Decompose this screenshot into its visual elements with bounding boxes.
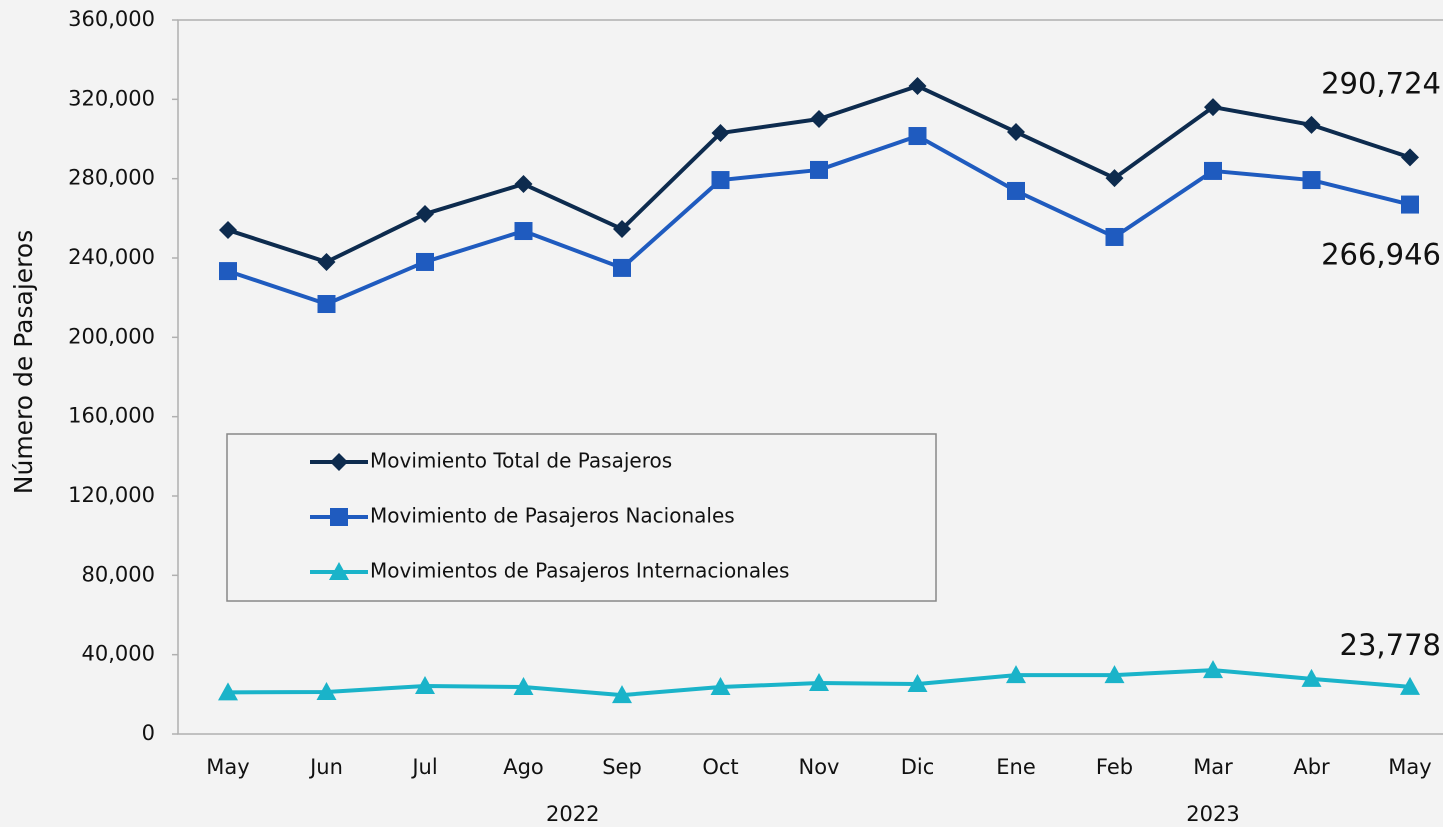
x-tick-label: Abr <box>1293 755 1330 779</box>
x-tick-label: Ene <box>996 755 1036 779</box>
x-tick-label: Feb <box>1096 755 1133 779</box>
marker-diamond <box>514 175 533 194</box>
marker-square <box>810 160 828 179</box>
y-tick-label: 40,000 <box>82 642 155 666</box>
legend-label: Movimientos de Pasajeros Internacionales <box>370 559 789 583</box>
marker-triangle <box>809 673 829 692</box>
marker-diamond <box>219 221 237 240</box>
marker-triangle <box>710 676 731 695</box>
marker-triangle <box>218 682 238 701</box>
marker-triangle <box>907 674 928 693</box>
marker-triangle <box>513 676 534 695</box>
marker-diamond <box>613 220 631 239</box>
y-tick-label: 0 <box>142 721 155 745</box>
marker-square <box>514 222 533 241</box>
marker-square <box>613 258 631 277</box>
y-tick-label: 160,000 <box>68 404 155 428</box>
marker-square <box>1105 227 1124 246</box>
y-tick-label: 200,000 <box>68 324 155 348</box>
marker-triangle <box>1203 660 1223 679</box>
marker-triangle <box>1104 665 1125 684</box>
x-tick-label: Mar <box>1193 755 1233 779</box>
plot-frame <box>177 19 1443 735</box>
marker-diamond <box>1302 115 1321 134</box>
y-tick-label: 240,000 <box>68 245 155 269</box>
marker-square <box>317 295 336 314</box>
x-tick-label: May <box>1388 755 1431 779</box>
marker-diamond <box>711 124 730 143</box>
y-tick-label: 280,000 <box>68 166 155 190</box>
marker-triangle <box>329 562 349 580</box>
x-group-label: 2022 <box>546 802 599 826</box>
marker-square <box>219 262 237 281</box>
marker-diamond <box>810 109 828 128</box>
marker-square <box>711 171 730 190</box>
marker-square <box>1302 171 1321 190</box>
marker-diamond <box>1204 98 1222 117</box>
marker-triangle <box>316 681 337 700</box>
x-group-label: 2023 <box>1186 802 1239 826</box>
marker-triangle <box>1301 668 1322 687</box>
marker-diamond <box>317 252 336 271</box>
data-label: 23,778 <box>1340 628 1441 662</box>
x-tick-label: Dic <box>901 755 935 779</box>
legend-label: Movimiento de Pasajeros Nacionales <box>370 504 735 528</box>
marker-diamond <box>1105 169 1124 188</box>
marker-square <box>1204 161 1222 180</box>
x-tick-label: Ago <box>503 755 544 779</box>
x-tick-label: May <box>206 755 249 779</box>
y-tick-label: 360,000 <box>68 7 155 31</box>
marker-diamond <box>330 453 348 471</box>
data-label: 290,724 <box>1321 66 1441 100</box>
y-axis-title: Número de Pasajeros <box>9 230 38 494</box>
marker-diamond <box>908 77 927 96</box>
marker-diamond <box>416 204 434 223</box>
x-tick-label: Jul <box>410 755 437 779</box>
marker-square <box>1007 181 1025 200</box>
marker-triangle <box>415 676 435 695</box>
marker-square <box>330 508 348 526</box>
x-tick-label: Nov <box>799 755 840 779</box>
marker-triangle <box>612 685 632 704</box>
marker-square <box>1401 195 1419 214</box>
marker-diamond <box>1401 148 1419 167</box>
marker-square <box>416 252 434 271</box>
x-tick-label: Jun <box>308 755 343 779</box>
marker-triangle <box>1006 665 1026 684</box>
marker-square <box>908 127 927 146</box>
y-tick-label: 120,000 <box>68 483 155 507</box>
data-label: 266,946 <box>1321 238 1441 272</box>
marker-diamond <box>1007 123 1025 142</box>
x-tick-label: Oct <box>702 755 738 779</box>
y-tick-label: 320,000 <box>68 86 155 110</box>
legend: Movimiento Total de Pasajeros Movimiento … <box>226 433 937 602</box>
marker-triangle <box>1400 676 1420 695</box>
y-tick-label: 80,000 <box>82 562 155 586</box>
x-tick-label: Sep <box>602 755 642 779</box>
legend-label: Movimiento Total de Pasajeros <box>370 449 672 473</box>
